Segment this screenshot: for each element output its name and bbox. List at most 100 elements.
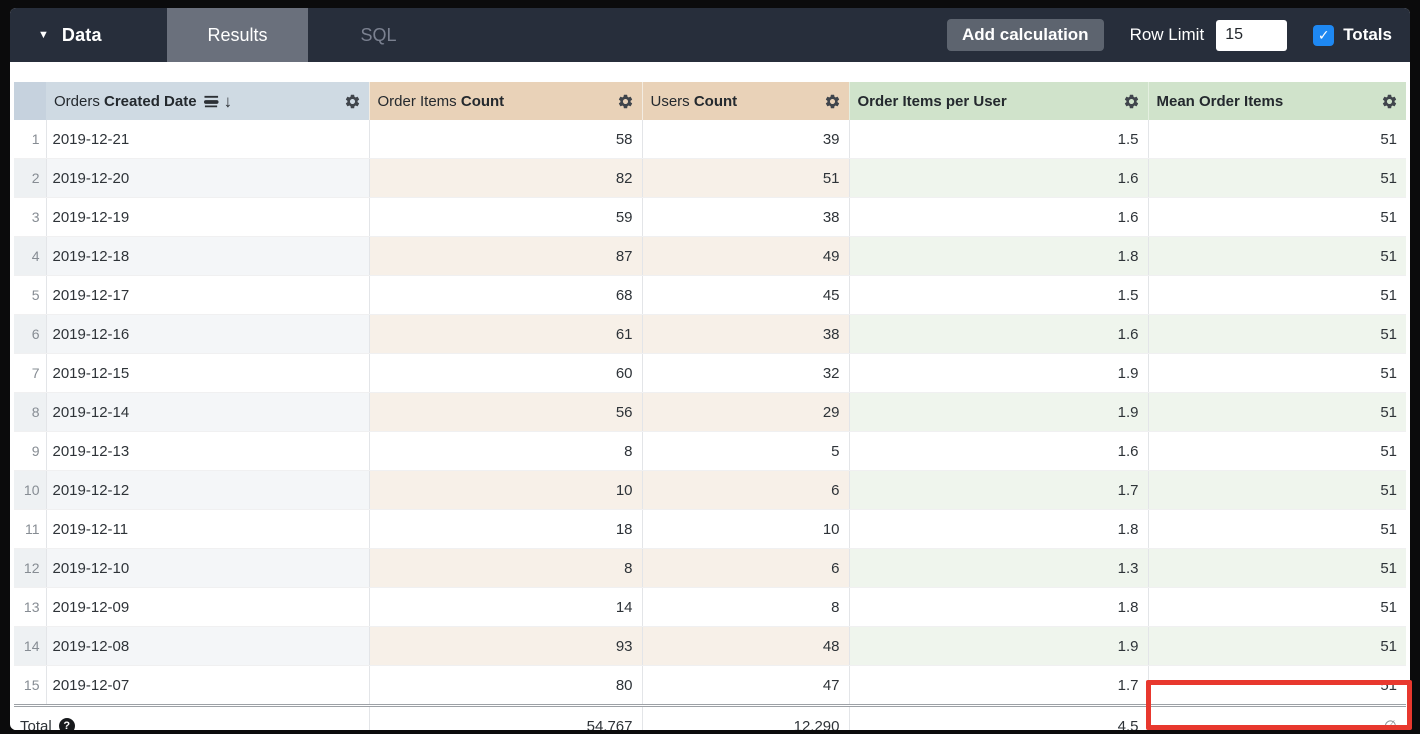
column-header-users-count[interactable]: Users Count: [641, 82, 849, 120]
data-section-toggle[interactable]: ▼ Data: [10, 8, 167, 62]
cell-mean-order-items[interactable]: 51: [1147, 626, 1406, 666]
cell-users-count[interactable]: 38: [641, 314, 849, 354]
row-number: 11: [14, 509, 46, 549]
totals-label: Totals: [1343, 25, 1392, 44]
cell-mean-order-items[interactable]: 51: [1147, 353, 1406, 393]
help-icon[interactable]: ?: [58, 718, 75, 730]
cell-order-items-per-user[interactable]: 1.8: [848, 236, 1148, 276]
cell-users-count[interactable]: 10: [641, 509, 849, 549]
cell-order-items-per-user[interactable]: 1.9: [848, 626, 1148, 666]
cell-users-count[interactable]: 39: [641, 120, 849, 159]
cell-mean-order-items[interactable]: 51: [1147, 470, 1406, 510]
column-header-order-items-per-user[interactable]: Order Items per User: [848, 82, 1148, 120]
cell-orders-created-date[interactable]: 2019-12-14: [45, 392, 369, 432]
cell-orders-created-date[interactable]: 2019-12-11: [45, 509, 369, 549]
gear-icon[interactable]: [824, 93, 841, 110]
sort-descending-icon: ↓: [223, 91, 233, 111]
cell-mean-order-items[interactable]: 51: [1147, 314, 1406, 354]
cell-order-items-count[interactable]: 61: [368, 314, 642, 354]
cell-orders-created-date[interactable]: 2019-12-09: [45, 587, 369, 627]
cell-orders-created-date[interactable]: 2019-12-21: [45, 120, 369, 159]
cell-mean-order-items[interactable]: 51: [1147, 392, 1406, 432]
cell-order-items-count[interactable]: 68: [368, 275, 642, 315]
cell-order-items-per-user[interactable]: 1.5: [848, 275, 1148, 315]
cell-orders-created-date[interactable]: 2019-12-07: [45, 665, 369, 706]
cell-orders-created-date[interactable]: 2019-12-08: [45, 626, 369, 666]
cell-users-count[interactable]: 45: [641, 275, 849, 315]
table-row: 12 2019-12-10 8 6 1.3 51: [14, 548, 1406, 588]
cell-users-count[interactable]: 5: [641, 431, 849, 471]
cell-mean-order-items[interactable]: 51: [1147, 665, 1406, 706]
cell-order-items-per-user[interactable]: 1.8: [848, 509, 1148, 549]
cell-mean-order-items[interactable]: 51: [1147, 509, 1406, 549]
cell-orders-created-date[interactable]: 2019-12-20: [45, 158, 369, 198]
cell-order-items-count[interactable]: 60: [368, 353, 642, 393]
cell-order-items-count[interactable]: 82: [368, 158, 642, 198]
cell-orders-created-date[interactable]: 2019-12-10: [45, 548, 369, 588]
cell-order-items-per-user[interactable]: 1.7: [848, 470, 1148, 510]
column-header-orders-created-date[interactable]: Orders Created Date ↓: [46, 82, 369, 120]
totals-checkbox[interactable]: ✓: [1313, 24, 1335, 46]
cell-order-items-per-user[interactable]: 1.6: [848, 197, 1148, 237]
table-row: 7 2019-12-15 60 32 1.9 51: [14, 353, 1406, 393]
cell-users-count[interactable]: 51: [641, 158, 849, 198]
cell-order-items-per-user[interactable]: 1.6: [848, 158, 1148, 198]
cell-order-items-per-user[interactable]: 1.8: [848, 587, 1148, 627]
cell-orders-created-date[interactable]: 2019-12-19: [45, 197, 369, 237]
cell-order-items-count[interactable]: 80: [368, 665, 642, 706]
cell-order-items-per-user[interactable]: 1.6: [848, 431, 1148, 471]
row-limit-input[interactable]: [1216, 19, 1288, 51]
cell-mean-order-items[interactable]: 51: [1147, 197, 1406, 237]
cell-mean-order-items[interactable]: 51: [1147, 587, 1406, 627]
cell-orders-created-date[interactable]: 2019-12-16: [45, 314, 369, 354]
cell-order-items-count[interactable]: 87: [368, 236, 642, 276]
tab-sql[interactable]: SQL: [360, 24, 397, 45]
cell-orders-created-date[interactable]: 2019-12-17: [45, 275, 369, 315]
table-row: 3 2019-12-19 59 38 1.6 51: [14, 197, 1406, 237]
tab-results[interactable]: Results: [167, 8, 308, 62]
table-row: 8 2019-12-14 56 29 1.9 51: [14, 392, 1406, 432]
cell-users-count[interactable]: 38: [641, 197, 849, 237]
cell-order-items-count[interactable]: 8: [368, 431, 642, 471]
cell-mean-order-items[interactable]: 51: [1147, 236, 1406, 276]
cell-order-items-count[interactable]: 58: [368, 120, 642, 159]
cell-orders-created-date[interactable]: 2019-12-12: [45, 470, 369, 510]
cell-order-items-count[interactable]: 59: [368, 197, 642, 237]
cell-order-items-count[interactable]: 8: [368, 548, 642, 588]
cell-order-items-count[interactable]: 56: [368, 392, 642, 432]
cell-order-items-per-user[interactable]: 1.5: [848, 120, 1148, 159]
cell-users-count[interactable]: 48: [641, 626, 849, 666]
cell-mean-order-items[interactable]: 51: [1147, 431, 1406, 471]
cell-order-items-per-user[interactable]: 1.3: [848, 548, 1148, 588]
column-header-order-items-count[interactable]: Order Items Count: [368, 82, 642, 120]
cell-users-count[interactable]: 32: [641, 353, 849, 393]
cell-order-items-count[interactable]: 14: [368, 587, 642, 627]
cell-order-items-count[interactable]: 18: [368, 509, 642, 549]
cell-order-items-count[interactable]: 10: [368, 470, 642, 510]
cell-order-items-per-user[interactable]: 1.9: [848, 353, 1148, 393]
cell-mean-order-items[interactable]: 51: [1147, 275, 1406, 315]
total-row: Total ? 54,767 12,290 4.5 ∅: [14, 704, 1406, 730]
gear-icon[interactable]: [617, 93, 634, 110]
cell-mean-order-items[interactable]: 51: [1147, 158, 1406, 198]
cell-order-items-per-user[interactable]: 1.6: [848, 314, 1148, 354]
cell-orders-created-date[interactable]: 2019-12-13: [45, 431, 369, 471]
cell-order-items-count[interactable]: 93: [368, 626, 642, 666]
column-header-mean-order-items[interactable]: Mean Order Items: [1147, 82, 1406, 120]
cell-users-count[interactable]: 6: [641, 470, 849, 510]
cell-orders-created-date[interactable]: 2019-12-15: [45, 353, 369, 393]
cell-order-items-per-user[interactable]: 1.7: [848, 665, 1148, 706]
cell-users-count[interactable]: 49: [641, 236, 849, 276]
add-calculation-button[interactable]: Add calculation: [946, 19, 1104, 51]
cell-mean-order-items[interactable]: 51: [1147, 120, 1406, 159]
cell-mean-order-items[interactable]: 51: [1147, 548, 1406, 588]
cell-users-count[interactable]: 47: [641, 665, 849, 706]
cell-orders-created-date[interactable]: 2019-12-18: [45, 236, 369, 276]
gear-icon[interactable]: [1123, 93, 1140, 110]
cell-users-count[interactable]: 8: [641, 587, 849, 627]
cell-users-count[interactable]: 29: [641, 392, 849, 432]
gear-icon[interactable]: [1381, 93, 1398, 110]
cell-users-count[interactable]: 6: [641, 548, 849, 588]
cell-order-items-per-user[interactable]: 1.9: [848, 392, 1148, 432]
gear-icon[interactable]: [344, 93, 361, 110]
